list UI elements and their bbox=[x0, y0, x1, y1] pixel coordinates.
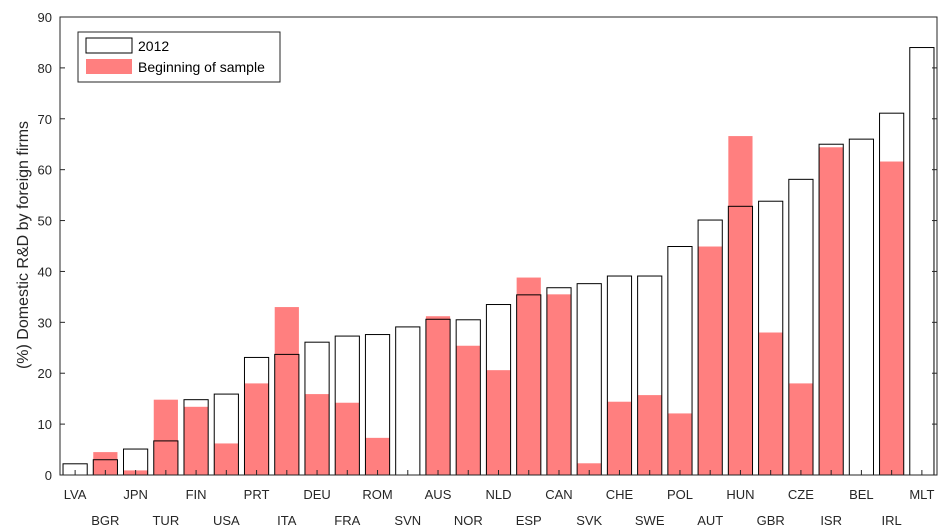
y-tick-label: 90 bbox=[38, 10, 52, 25]
bar-irl-beginning bbox=[879, 161, 904, 475]
y-tick-label: 30 bbox=[38, 315, 52, 330]
x-tick-label: SWE bbox=[635, 513, 665, 528]
bar-bgr-beginning bbox=[93, 452, 118, 475]
x-tick-label: CZE bbox=[788, 487, 814, 502]
x-tick-label: GBR bbox=[757, 513, 785, 528]
bar-fin-beginning bbox=[183, 406, 209, 475]
x-tick-label: DEU bbox=[303, 487, 330, 502]
y-tick-label: 80 bbox=[38, 61, 52, 76]
bar-deu-beginning bbox=[304, 394, 330, 475]
x-tick-label: BGR bbox=[91, 513, 119, 528]
bar-hun-beginning bbox=[728, 136, 753, 475]
bar-pol-beginning bbox=[667, 413, 693, 475]
bar-gbr-beginning bbox=[758, 332, 783, 475]
legend-label-2012: 2012 bbox=[138, 38, 169, 54]
bar-aus-beginning bbox=[425, 316, 451, 475]
y-tick-label: 20 bbox=[38, 366, 52, 381]
bar-can-beginning bbox=[546, 294, 572, 475]
x-tick-label: TUR bbox=[152, 513, 179, 528]
x-tick-label: CHE bbox=[606, 487, 634, 502]
x-tick-label: LVA bbox=[64, 487, 87, 502]
tick-labels: LVABGRJPNTURFINUSAPRTITADEUFRAROMSVNAUSN… bbox=[38, 10, 935, 528]
x-tick-label: ROM bbox=[362, 487, 392, 502]
x-tick-label: NLD bbox=[485, 487, 511, 502]
x-tick-label: AUT bbox=[697, 513, 723, 528]
x-tick-label: BEL bbox=[849, 487, 874, 502]
legend-swatch-beginning bbox=[86, 59, 132, 74]
legend-label-beginning: Beginning of sample bbox=[138, 59, 265, 75]
x-tick-label: FIN bbox=[186, 487, 207, 502]
bar-cze-beginning bbox=[788, 383, 814, 475]
bar-tur-beginning bbox=[153, 399, 178, 475]
bar-ita-beginning bbox=[274, 307, 299, 475]
bar-swe-beginning bbox=[637, 395, 662, 475]
bar-usa-beginning bbox=[214, 443, 239, 475]
legend-swatch-2012 bbox=[85, 37, 133, 54]
bar-rom-beginning bbox=[365, 437, 390, 475]
x-tick-label: ISR bbox=[820, 513, 842, 528]
x-tick-label: ESP bbox=[516, 513, 542, 528]
y-axis-label: (%) Domestic R&D by foreign firms bbox=[15, 121, 32, 369]
x-tick-label: ITA bbox=[277, 513, 297, 528]
bar-nor-beginning bbox=[456, 345, 481, 475]
bar-esp-beginning bbox=[516, 277, 541, 475]
x-tick-label: JPN bbox=[123, 487, 148, 502]
bar-fra-beginning bbox=[335, 402, 360, 475]
x-tick-label: POL bbox=[667, 487, 693, 502]
x-tick-label: PRT bbox=[244, 487, 270, 502]
bar-svk-beginning bbox=[577, 463, 602, 475]
y-tick-label: 0 bbox=[45, 468, 52, 483]
x-tick-label: HUN bbox=[726, 487, 754, 502]
x-tick-label: FRA bbox=[334, 513, 360, 528]
bar-prt-beginning bbox=[244, 383, 269, 475]
bars bbox=[62, 47, 935, 476]
x-tick-label: MLT bbox=[909, 487, 934, 502]
x-tick-label: AUS bbox=[425, 487, 452, 502]
y-tick-label: 60 bbox=[38, 163, 52, 178]
bar-che-beginning bbox=[607, 401, 632, 475]
x-tick-label: SVK bbox=[576, 513, 602, 528]
legend: 2012 Beginning of sample bbox=[77, 31, 281, 83]
bar-aut-beginning bbox=[698, 246, 723, 475]
x-tick-label: IRL bbox=[882, 513, 902, 528]
x-tick-label: NOR bbox=[454, 513, 483, 528]
bar-isr-beginning bbox=[819, 147, 844, 475]
y-tick-label: 10 bbox=[38, 417, 52, 432]
axes bbox=[59, 16, 938, 476]
y-tick-label: 40 bbox=[38, 264, 52, 279]
y-tick-label: 50 bbox=[38, 214, 52, 229]
y-tick-label: 70 bbox=[38, 112, 52, 127]
x-tick-label: USA bbox=[213, 513, 240, 528]
x-tick-label: CAN bbox=[545, 487, 572, 502]
x-tick-label: SVN bbox=[394, 513, 421, 528]
bar-nld-beginning bbox=[486, 370, 511, 475]
